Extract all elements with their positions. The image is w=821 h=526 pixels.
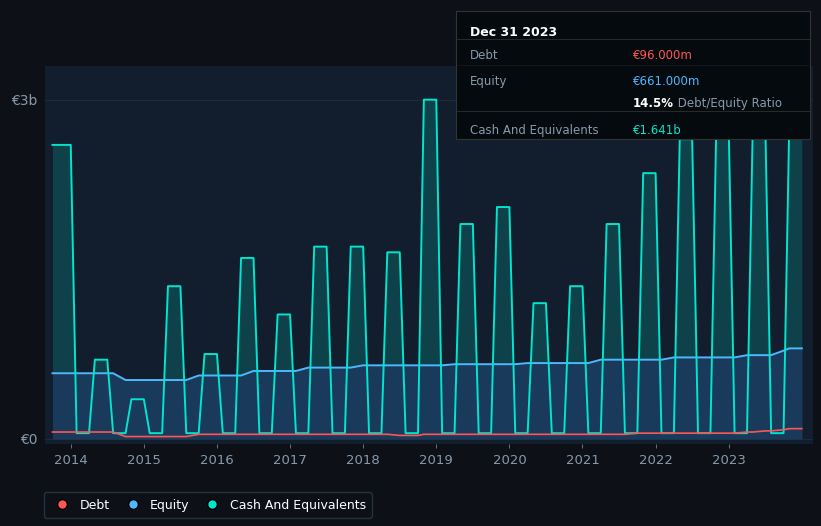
Text: €1.641b: €1.641b [633,124,681,137]
Text: 14.5%: 14.5% [633,97,674,110]
Text: €96.000m: €96.000m [633,49,693,62]
Text: Equity: Equity [470,75,507,88]
Text: Debt: Debt [470,49,498,62]
Text: Debt/Equity Ratio: Debt/Equity Ratio [674,97,782,110]
Text: Dec 31 2023: Dec 31 2023 [470,26,557,39]
Text: €661.000m: €661.000m [633,75,700,88]
Text: Cash And Equivalents: Cash And Equivalents [470,124,599,137]
Legend: Debt, Equity, Cash And Equivalents: Debt, Equity, Cash And Equivalents [44,492,372,518]
